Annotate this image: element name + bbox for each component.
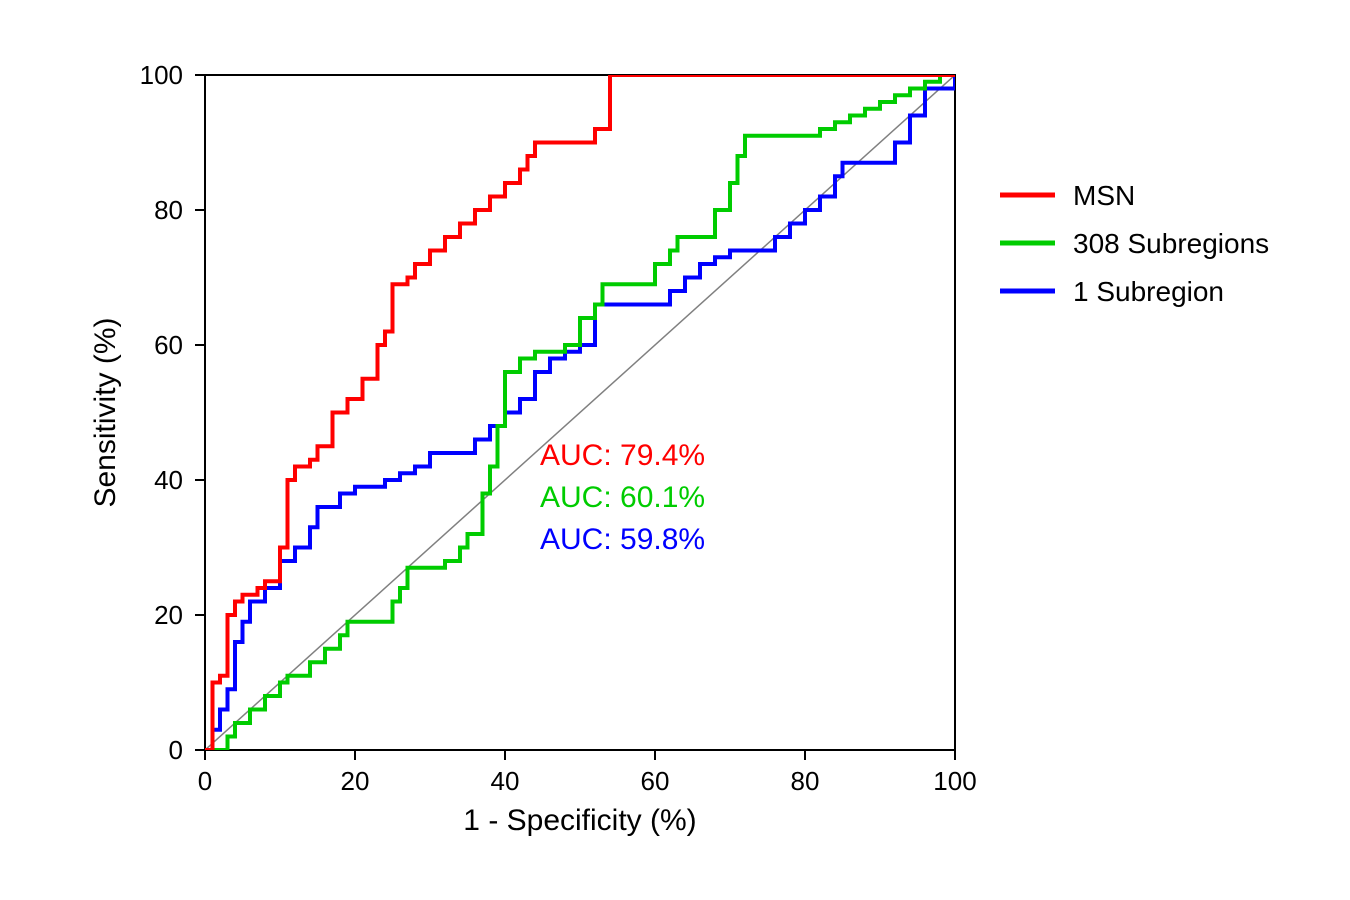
x-tick-label: 20 <box>341 766 370 796</box>
auc-text-msn: AUC: 79.4% <box>540 439 705 472</box>
auc-text-sub1: AUC: 59.8% <box>540 523 705 556</box>
y-tick-label: 20 <box>154 600 183 630</box>
x-axis-label: 1 - Specificity (%) <box>463 804 696 837</box>
x-tick-label: 100 <box>933 766 976 796</box>
x-tick-label: 60 <box>641 766 670 796</box>
legend-label-msn: MSN <box>1073 180 1135 211</box>
y-tick-label: 80 <box>154 195 183 225</box>
x-tick-label: 80 <box>791 766 820 796</box>
y-axis-label: Sensitivity (%) <box>89 317 122 507</box>
y-tick-label: 100 <box>140 60 183 90</box>
y-tick-label: 60 <box>154 330 183 360</box>
x-tick-label: 40 <box>491 766 520 796</box>
roc-chart: 0 20 40 60 80 100 0 20 40 60 80 100 1 - Specificity … <box>0 0 1350 900</box>
x-tick-label: 0 <box>198 766 212 796</box>
legend-label-sub308: 308 Subregions <box>1073 228 1269 259</box>
legend-label-sub1: 1 Subregion <box>1073 276 1224 307</box>
y-tick-label: 0 <box>169 735 183 765</box>
y-tick-label: 40 <box>154 465 183 495</box>
auc-text-sub308: AUC: 60.1% <box>540 481 705 514</box>
